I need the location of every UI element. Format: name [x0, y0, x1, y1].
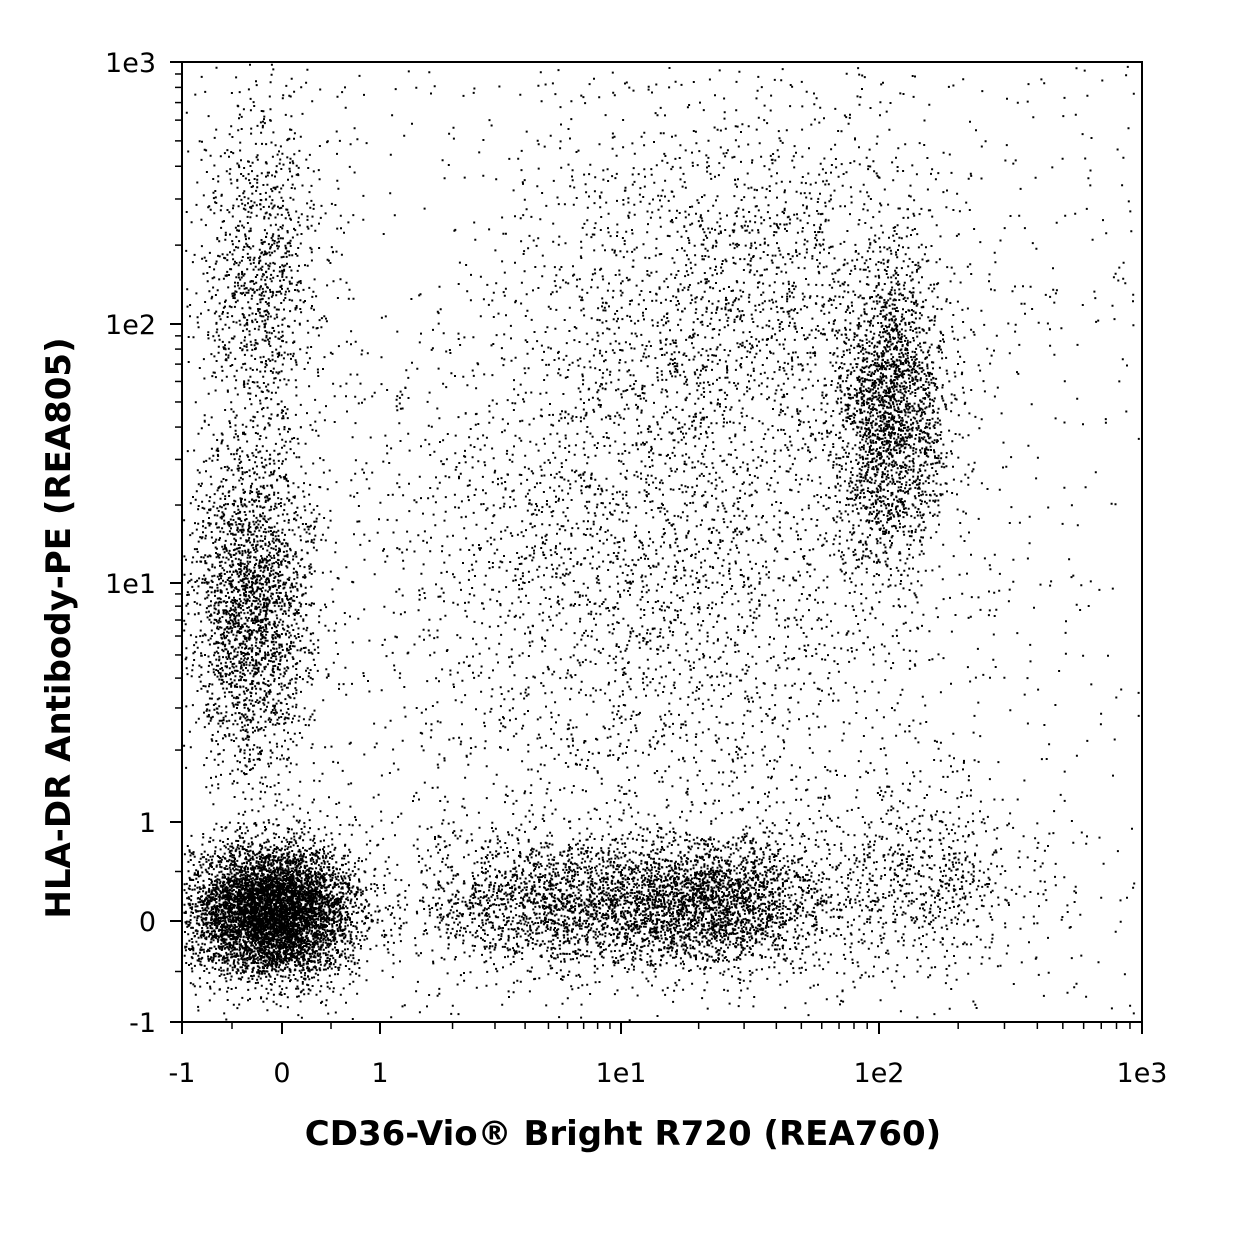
y-tick-label: 0 — [139, 907, 156, 938]
y-tick-label: -1 — [129, 1008, 156, 1039]
x-tick-label: -1 — [169, 1058, 196, 1089]
x-tick-label: 1e2 — [854, 1058, 905, 1089]
y-axis-title: HLA-DR Antibody-PE (REA805) — [39, 337, 79, 918]
plot-area — [182, 62, 1142, 1022]
plot-frame — [181, 61, 1143, 1023]
x-tick-label: 1e3 — [1117, 1058, 1168, 1089]
x-axis: -1 0 1 1e1 1e2 1e3 — [169, 1022, 1168, 1089]
y-tick-label: 1e3 — [105, 48, 156, 79]
y-tick-label: 1 — [139, 808, 156, 839]
x-tick-label: 1e1 — [596, 1058, 647, 1089]
x-axis-title: CD36-Vio® Bright R720 (REA760) — [305, 1114, 941, 1154]
x-tick-label: 1 — [371, 1058, 388, 1089]
x-tick-label: 0 — [273, 1058, 290, 1089]
data-points — [183, 63, 1140, 1022]
event-dots — [183, 63, 1140, 1022]
y-tick-label: 1e2 — [105, 310, 156, 341]
y-tick-label: 1e1 — [105, 569, 156, 600]
y-axis: -1 0 1 1e1 1e2 1e3 — [105, 48, 182, 1039]
